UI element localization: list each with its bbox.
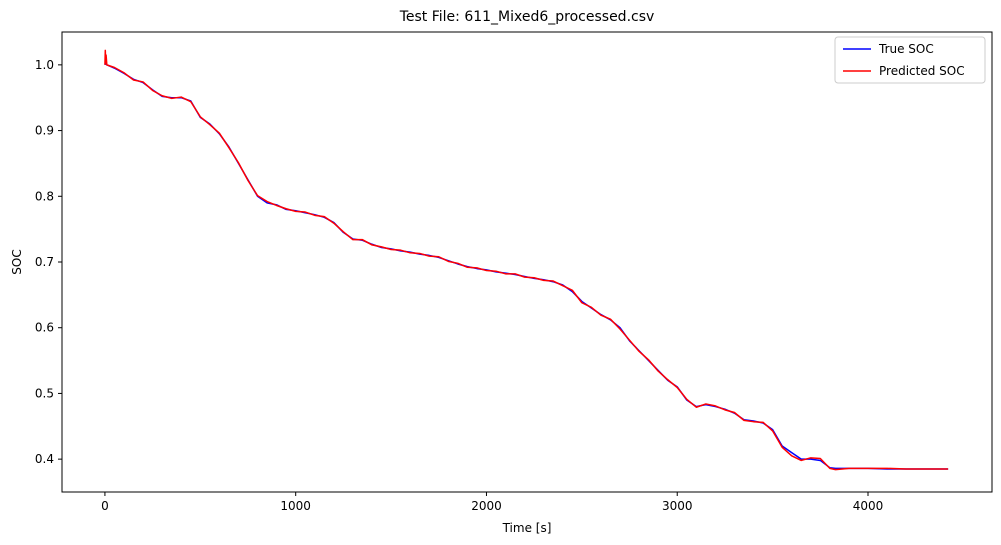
- y-tick-label: 0.4: [35, 452, 54, 466]
- plot-frame: [61, 31, 993, 493]
- x-tick-label: 2000: [471, 499, 502, 513]
- y-axis: 0.4 0.5 0.6 0.7 0.8 0.9 1.0: [35, 58, 62, 466]
- x-axis: 0 1000 2000 3000 4000: [101, 492, 883, 513]
- y-tick-label: 0.8: [35, 189, 54, 203]
- plot-area: [104, 49, 949, 471]
- y-tick-label: 0.5: [35, 386, 54, 400]
- legend-label: True SOC: [878, 42, 934, 56]
- y-tick-label: 0.9: [35, 124, 54, 138]
- x-tick-label: 4000: [853, 499, 884, 513]
- legend-box: [834, 36, 986, 84]
- y-tick-label: 0.7: [35, 255, 54, 269]
- y-tick-label: 1.0: [35, 58, 54, 72]
- x-tick-label: 1000: [280, 499, 311, 513]
- legend-label: Predicted SOC: [879, 64, 965, 78]
- legend: True SOC Predicted SOC: [834, 36, 986, 84]
- x-tick-label: 3000: [662, 499, 693, 513]
- series-line-true-soc: [104, 62, 949, 470]
- x-axis-label: Time [s]: [502, 521, 552, 535]
- y-tick-label: 0.6: [35, 321, 54, 335]
- y-axis-label: SOC: [10, 249, 24, 274]
- x-tick-label: 0: [101, 499, 109, 513]
- chart-title: Test File: 611_Mixed6_processed.csv: [399, 9, 655, 25]
- series-line-predicted-soc: [104, 49, 949, 471]
